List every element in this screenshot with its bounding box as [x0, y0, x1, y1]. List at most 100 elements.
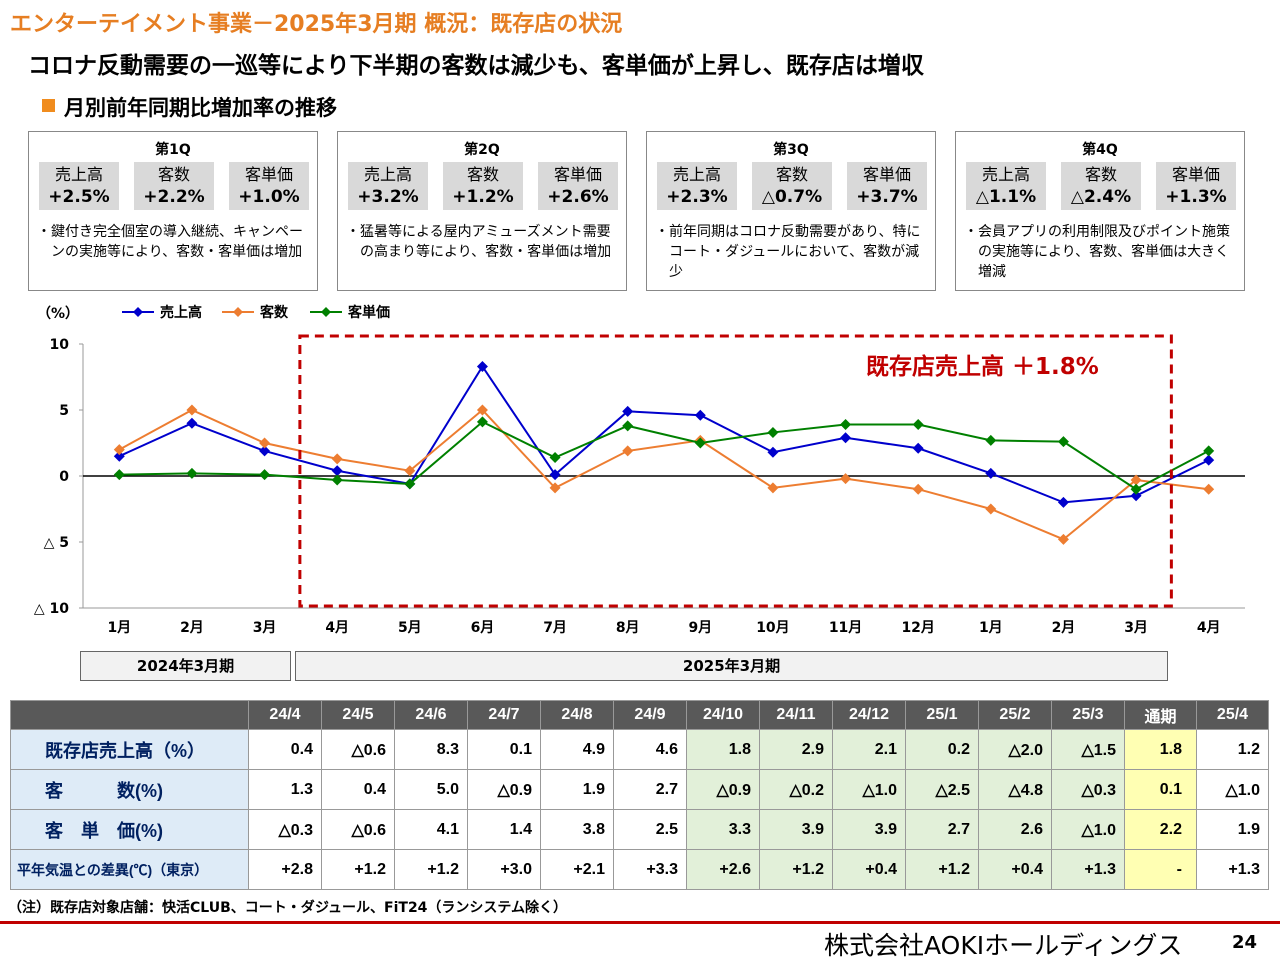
data-table: 24/4 24/5 24/6 24/7 24/8 24/9 24/10 24/1…	[10, 700, 1269, 890]
table-cell: 1.3	[248, 769, 322, 810]
column-header: 24/10	[686, 700, 760, 730]
table-row: 平年気温との差異(℃)（東京） +2.8 +1.2 +1.2 +3.0 +2.1 +3.3 +…	[10, 849, 1269, 890]
metric-customers: 客数 △0.7%	[752, 162, 832, 210]
section-marker	[42, 99, 55, 112]
legend-marker	[233, 307, 243, 317]
table-cell: 2.1	[832, 729, 906, 770]
x-tick-label: 3月	[1124, 620, 1148, 636]
column-header: 25/3	[1051, 700, 1125, 730]
table-cell: 3.9	[832, 809, 906, 850]
table-cell: +1.2	[394, 849, 468, 890]
column-header: 24/6	[394, 700, 468, 730]
y-tick-label: △ 10	[34, 601, 69, 617]
data-point	[840, 432, 852, 444]
column-header: 24/7	[467, 700, 541, 730]
table-cell: 3.8	[540, 809, 614, 850]
table-cell: 4.6	[613, 729, 687, 770]
data-point	[1203, 445, 1215, 457]
section-title: 月別前年同期比増加率の推移	[64, 96, 337, 120]
table-cell: 2.5	[613, 809, 687, 850]
x-tick-label: 11月	[829, 620, 862, 636]
chart-series	[113, 360, 1215, 545]
x-tick-label: 12月	[901, 620, 934, 636]
metric-value: +2.6%	[547, 187, 609, 207]
table-cell: 3.9	[759, 809, 833, 850]
period-label-fy2025: 2025年3月期	[295, 651, 1168, 681]
legend-marker	[133, 307, 143, 317]
quarter-title: 第1Q	[155, 142, 191, 158]
x-tick-label: 10月	[756, 620, 789, 636]
column-header: 25/2	[978, 700, 1052, 730]
data-point	[331, 474, 343, 486]
data-point	[912, 442, 924, 454]
metric-label: 売上高	[54, 165, 103, 184]
metric-customers: 客数 +2.2%	[134, 162, 214, 210]
data-point	[694, 409, 706, 421]
data-point	[622, 445, 634, 457]
metric-value: +1.2%	[452, 187, 514, 207]
chart-annotation: 既存店売上高 ＋1.8%	[866, 353, 1099, 380]
table-cell: +1.3	[1051, 849, 1125, 890]
metric-label: 客単価	[244, 165, 293, 184]
table-cell: 5.0	[394, 769, 468, 810]
metric-value: △1.1%	[975, 187, 1037, 207]
quarter-note: ・会員アプリの利用制限及びポイント施策の実施等により、客数、客単価は大きく増減	[964, 224, 1230, 280]
metric-value: +2.5%	[48, 187, 110, 207]
metric-value: +3.2%	[357, 187, 419, 207]
table-cell: △0.9	[686, 769, 760, 810]
y-tick-label: △ 5	[44, 535, 69, 551]
table-cell: -	[1124, 849, 1197, 890]
metric-label: 客数	[466, 165, 499, 184]
x-tick-label: 1月	[107, 620, 131, 636]
data-point	[259, 469, 271, 481]
series-line	[118, 408, 1209, 541]
series-2	[113, 416, 1215, 495]
data-point	[186, 467, 198, 479]
metric-value: △0.7%	[761, 187, 823, 207]
data-point	[840, 473, 852, 485]
legend-label: 客単価	[347, 304, 390, 321]
row-header: 既存店売上高（%）	[10, 729, 249, 770]
page-subtitle: コロナ反動需要の一巡等により下半期の客数は減少も、客単価が上昇し、既存店は増収	[28, 53, 924, 79]
column-header: 24/12	[832, 700, 906, 730]
metric-value: +2.2%	[143, 187, 205, 207]
metric-customers: 客数 +1.2%	[443, 162, 523, 210]
x-tick-label: 2月	[1052, 620, 1076, 636]
series-line	[118, 364, 1210, 504]
table-cell: △0.3	[248, 809, 322, 850]
line-chart: （%） 売上高 客数 客単価 10 5 0 △ 5 △ 10 1月 2月 3月 4月 5月 6月 7月 8月…	[34, 304, 1245, 636]
x-tick-label: 5月	[398, 620, 422, 636]
x-tick-label: 1月	[979, 620, 1003, 636]
table-cell: △1.5	[1051, 729, 1125, 770]
metric-label: 客数	[775, 165, 808, 184]
company-name: 株式会社AOKIホールディングス	[824, 931, 1183, 960]
table-cell: 2.9	[759, 729, 833, 770]
data-point	[476, 360, 488, 372]
table-corner	[10, 700, 249, 730]
data-point	[549, 469, 561, 481]
data-point	[549, 452, 561, 464]
table-cell: △0.6	[321, 809, 395, 850]
metric-value: +3.7%	[856, 187, 918, 207]
quarter-box-q2: 第2Q 売上高 +3.2% 客数 +1.2% 客単価 +2.6% ・猛暑等による屋内ア…	[337, 131, 627, 291]
table-cell: 1.9	[540, 769, 614, 810]
table-cell: 0.1	[1124, 769, 1197, 810]
metric-unit-price: 客単価 +1.3%	[1156, 162, 1236, 210]
quarter-title: 第3Q	[773, 142, 809, 158]
quarter-note: ・猛暑等による屋内アミューズメント需要の高まり等により、客数・客単価は増加	[346, 224, 612, 260]
table-cell: 0.1	[467, 729, 541, 770]
metric-unit-price: 客単価 +1.0%	[229, 162, 309, 210]
data-point	[1130, 483, 1142, 495]
y-axis-unit: （%）	[37, 306, 79, 322]
x-tick-label: 2月	[180, 620, 204, 636]
metric-customers: 客数 △2.4%	[1061, 162, 1141, 210]
table-cell: +1.3	[1196, 849, 1269, 890]
table-cell: 1.8	[1124, 729, 1197, 770]
metric-unit-price: 客単価 +2.6%	[538, 162, 618, 210]
table-cell: △0.3	[1051, 769, 1125, 810]
legend-label: 売上高	[160, 304, 202, 321]
data-point	[1203, 483, 1215, 495]
data-point	[767, 482, 779, 494]
table-cell: +1.2	[321, 849, 395, 890]
quarter-note: ・鍵付き完全個室の導入継続、キャンペーンの実施等により、客数・客単価は増加	[37, 224, 303, 260]
